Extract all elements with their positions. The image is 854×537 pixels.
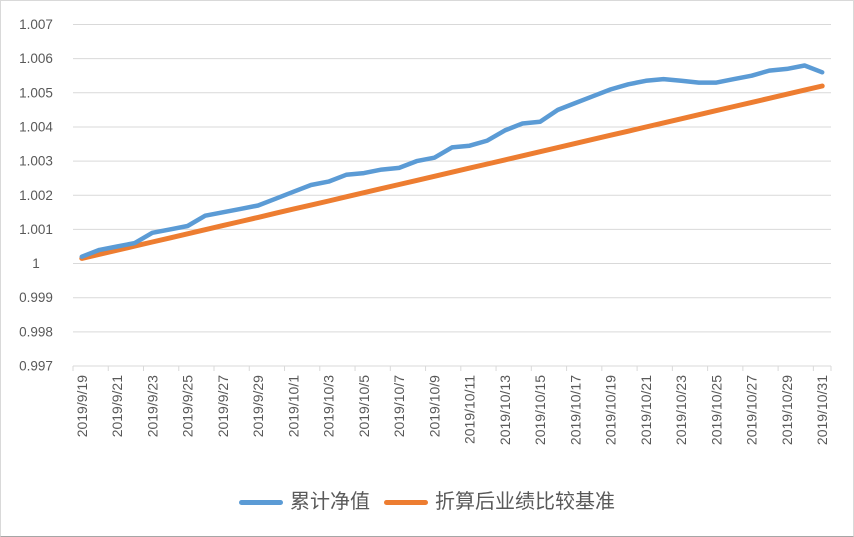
x-axis-tick-label: 2019/10/3 <box>321 375 337 437</box>
y-axis-tick-label: 0.997 <box>19 359 53 374</box>
x-axis-tick-label: 2019/10/9 <box>426 375 442 437</box>
series-line-1 <box>79 83 825 261</box>
x-axis-tick-label: 2019/9/25 <box>180 375 196 437</box>
x-axis-tick-label: 2019/10/21 <box>638 375 654 445</box>
y-axis-tick-label: 1.003 <box>19 154 53 169</box>
legend-label-cumulative-nav: 累计净值 <box>290 491 370 513</box>
legend-item-benchmark: 折算后业绩比较基准 <box>384 492 615 512</box>
x-axis-tick-label: 2019/10/5 <box>356 375 372 437</box>
y-axis-tick-label: 0.999 <box>19 290 53 305</box>
series-line-0 <box>79 63 825 259</box>
y-axis-tick-label: 1 <box>32 256 40 271</box>
x-axis-tick-label: 2019/10/11 <box>462 375 478 444</box>
y-axis-tick-label: 1.002 <box>19 188 53 203</box>
x-axis-tick-label: 2019/10/31 <box>814 375 830 445</box>
x-axis-tick-label: 2019/10/13 <box>497 375 513 445</box>
legend-label-benchmark: 折算后业绩比较基准 <box>435 491 615 513</box>
legend: 累计净值 折算后业绩比较基准 <box>1 488 853 516</box>
y-axis-tick-label: 1.004 <box>19 119 53 134</box>
x-axis-tick-label: 2019/10/25 <box>708 375 724 445</box>
legend-line-swatch-blue <box>239 499 283 505</box>
x-axis-tick-label: 2019/10/19 <box>603 375 619 445</box>
legend-line-swatch-orange <box>384 499 428 505</box>
y-axis-tick-label: 1.007 <box>19 17 53 32</box>
x-axis-tick-label: 2019/9/23 <box>144 375 160 437</box>
x-axis-tick-label: 2019/10/15 <box>532 375 548 445</box>
y-axis-tick-label: 1.005 <box>19 85 53 100</box>
x-axis-tick-label: 2019/9/19 <box>74 375 90 437</box>
x-axis-tick-label: 2019/10/23 <box>673 375 689 445</box>
x-axis-tick-label: 2019/9/21 <box>109 375 125 437</box>
y-axis-tick-label: 0.998 <box>19 324 53 339</box>
x-axis-tick-label: 2019/10/17 <box>567 375 583 445</box>
x-axis-tick-label: 2019/9/29 <box>250 375 266 437</box>
x-axis-tick-label: 2019/9/27 <box>215 375 231 437</box>
x-axis-tick-label: 2019/10/7 <box>391 375 407 437</box>
x-axis-tick-label: 2019/10/29 <box>779 375 795 445</box>
legend-item-cumulative-nav: 累计净值 <box>239 492 370 512</box>
x-axis-tick-label: 2019/10/27 <box>744 375 760 445</box>
x-axis-tick-label: 2019/10/1 <box>285 375 301 437</box>
y-axis-tick-label: 1.006 <box>19 51 53 66</box>
y-axis-tick-label: 1.001 <box>19 222 53 237</box>
